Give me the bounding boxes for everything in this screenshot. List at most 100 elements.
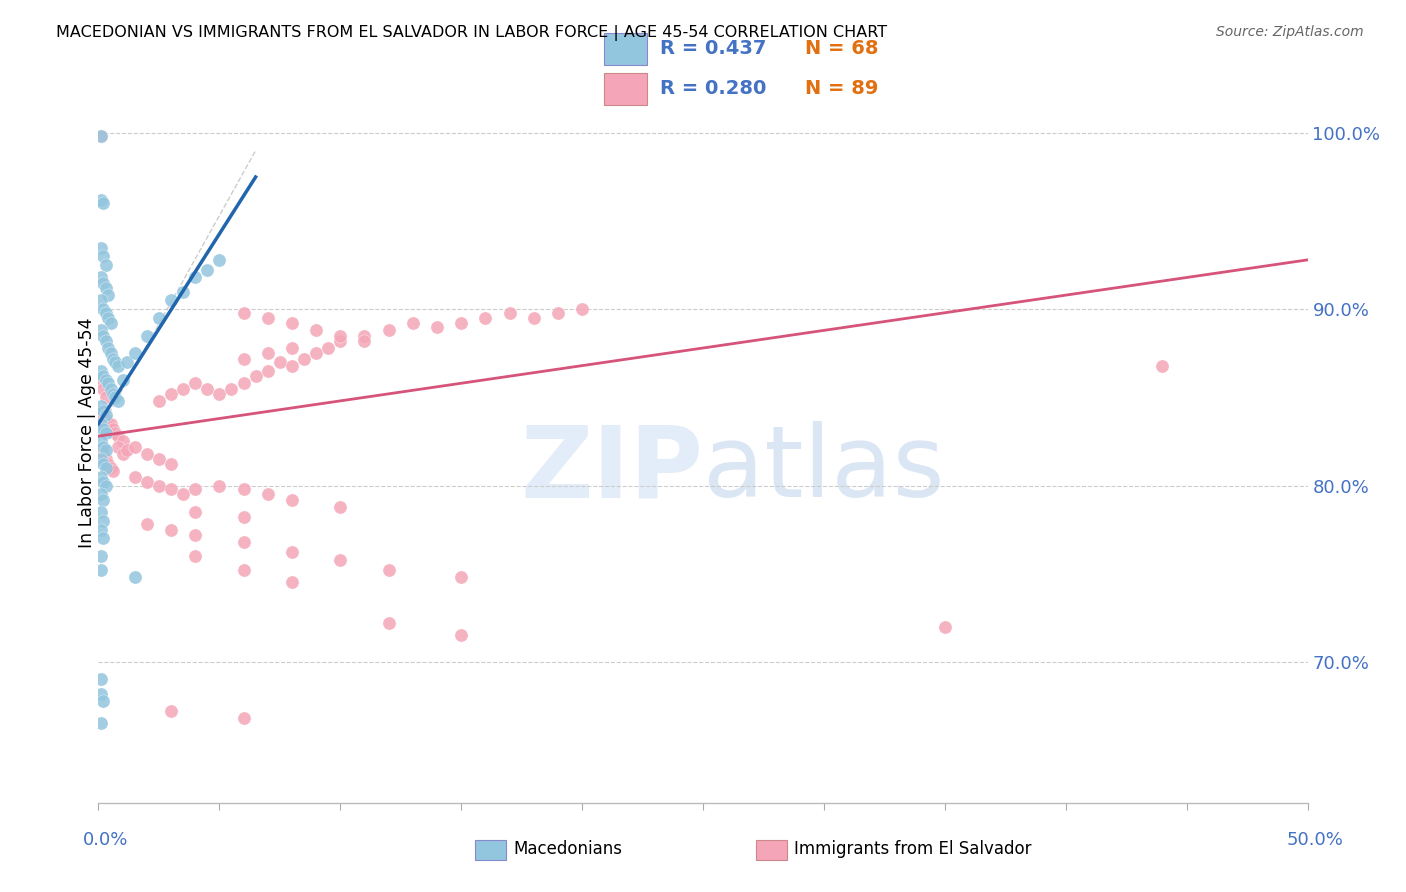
Point bbox=[184, 482, 207, 496]
Point bbox=[523, 311, 546, 326]
Point bbox=[184, 549, 207, 563]
Point bbox=[97, 458, 120, 472]
Point bbox=[90, 673, 112, 687]
Point bbox=[160, 387, 183, 401]
Point bbox=[160, 458, 183, 472]
Point bbox=[94, 373, 117, 387]
Point bbox=[90, 716, 112, 731]
Point bbox=[91, 369, 114, 384]
Point bbox=[377, 615, 399, 630]
Point bbox=[90, 129, 112, 144]
Point bbox=[135, 447, 157, 461]
Point bbox=[329, 328, 352, 343]
Point bbox=[94, 408, 117, 422]
Point bbox=[100, 316, 122, 330]
Point bbox=[94, 478, 117, 492]
Point bbox=[172, 382, 194, 396]
Point bbox=[281, 359, 304, 373]
Point bbox=[329, 552, 352, 566]
Point bbox=[107, 359, 129, 373]
Point bbox=[97, 341, 120, 355]
Point bbox=[101, 422, 124, 436]
Point bbox=[91, 404, 114, 418]
Point bbox=[148, 393, 170, 408]
Point bbox=[135, 475, 157, 489]
Point bbox=[94, 258, 117, 272]
Point bbox=[100, 346, 122, 360]
Point bbox=[94, 461, 117, 475]
Point bbox=[256, 346, 278, 360]
Point bbox=[269, 355, 291, 369]
Point bbox=[90, 323, 112, 337]
Point bbox=[90, 487, 112, 501]
Point bbox=[104, 355, 127, 369]
Point bbox=[232, 535, 254, 549]
Point bbox=[232, 306, 254, 320]
Point bbox=[111, 373, 134, 387]
Point bbox=[97, 376, 120, 391]
Point bbox=[90, 364, 112, 378]
Point bbox=[91, 475, 114, 489]
Point bbox=[90, 404, 112, 418]
Point bbox=[94, 390, 117, 404]
Point bbox=[91, 249, 114, 263]
Point bbox=[90, 469, 112, 483]
Point bbox=[148, 478, 170, 492]
Point bbox=[94, 306, 117, 320]
Point bbox=[184, 270, 207, 285]
Point bbox=[91, 514, 114, 528]
Point bbox=[104, 390, 127, 404]
Point bbox=[94, 334, 117, 348]
Text: 0.0%: 0.0% bbox=[83, 831, 128, 849]
Point bbox=[232, 351, 254, 366]
Point bbox=[148, 311, 170, 326]
Point bbox=[90, 373, 112, 387]
Point bbox=[90, 399, 112, 413]
Point bbox=[305, 346, 328, 360]
Point bbox=[100, 461, 122, 475]
Text: atlas: atlas bbox=[703, 421, 945, 518]
Point bbox=[474, 311, 496, 326]
Point bbox=[124, 469, 146, 483]
Point bbox=[117, 355, 139, 369]
Point bbox=[305, 323, 328, 337]
Point bbox=[160, 704, 183, 718]
Point bbox=[101, 351, 124, 366]
Point bbox=[90, 523, 112, 537]
Point bbox=[94, 281, 117, 295]
Point bbox=[172, 487, 194, 501]
Point bbox=[329, 334, 352, 348]
Point bbox=[256, 364, 278, 378]
Point bbox=[124, 570, 146, 584]
Point bbox=[97, 417, 120, 431]
Point bbox=[107, 440, 129, 454]
Point bbox=[111, 434, 134, 449]
Point bbox=[124, 440, 146, 454]
Point bbox=[91, 276, 114, 290]
Point bbox=[91, 492, 114, 507]
Point bbox=[316, 341, 339, 355]
Point bbox=[450, 570, 472, 584]
Point bbox=[100, 382, 122, 396]
Point bbox=[195, 263, 218, 277]
Point bbox=[91, 447, 114, 461]
Point bbox=[245, 369, 267, 384]
Point bbox=[91, 328, 114, 343]
Point bbox=[329, 500, 352, 514]
Point bbox=[292, 351, 315, 366]
Point bbox=[135, 517, 157, 532]
Text: R = 0.437: R = 0.437 bbox=[659, 39, 766, 58]
Point bbox=[135, 328, 157, 343]
Point bbox=[184, 505, 207, 519]
Point bbox=[94, 443, 117, 458]
Text: Immigrants from El Salvador: Immigrants from El Salvador bbox=[794, 840, 1032, 858]
Point bbox=[90, 129, 112, 144]
Point bbox=[90, 270, 112, 285]
Point bbox=[208, 478, 231, 492]
Point bbox=[426, 319, 449, 334]
Point bbox=[353, 334, 375, 348]
Point bbox=[498, 306, 520, 320]
Point bbox=[94, 425, 117, 440]
Point bbox=[402, 316, 425, 330]
Point bbox=[107, 393, 129, 408]
